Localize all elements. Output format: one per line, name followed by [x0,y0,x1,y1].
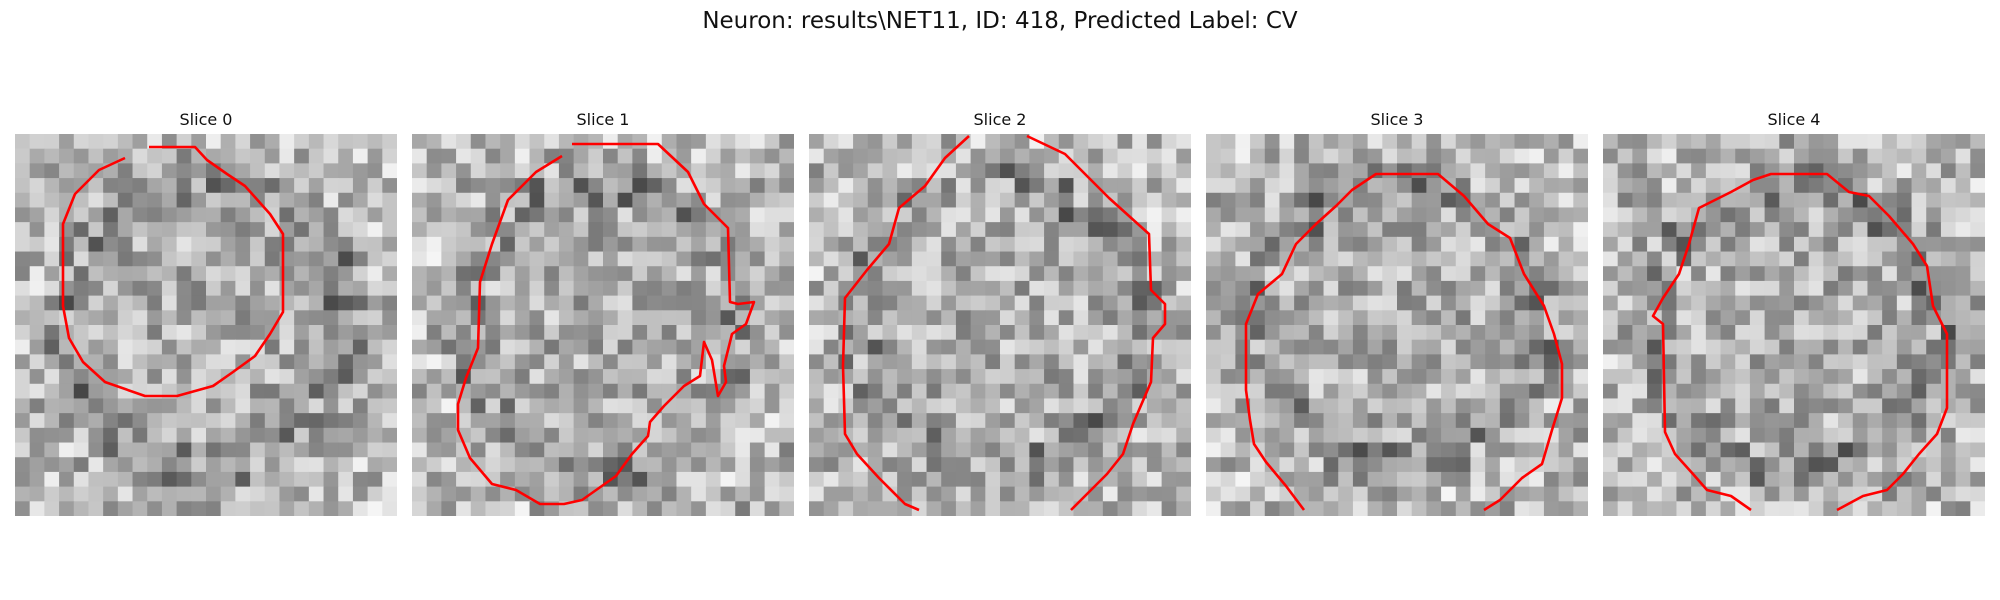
slice-panel-2: Slice 2 [809,110,1191,516]
contour-line-1 [456,142,756,506]
slice-title-1: Slice 1 [576,110,630,129]
contour-line-2b [1026,134,1167,511]
figure-title: Neuron: results\NET11, ID: 418, Predicte… [702,8,1298,34]
slice-title-0: Slice 0 [179,110,233,129]
slice-image-1 [412,134,794,516]
contour-line-4 [1651,172,1949,512]
slice-title-4: Slice 4 [1767,110,1821,129]
contour-line-2 [841,135,970,512]
slice-panel-0: Slice 0 [15,110,397,516]
slice-title-3: Slice 3 [1370,110,1424,129]
contour-line-3 [1244,172,1564,512]
slice-title-2: Slice 2 [973,110,1027,129]
slice-panel-1: Slice 1 [412,110,794,516]
slice-panel-4: Slice 4 [1603,110,1985,516]
slice-image-3 [1206,134,1588,516]
slice-image-2 [809,134,1191,516]
slice-image-4 [1603,134,1985,516]
slice-image-0 [15,134,397,516]
slice-panel-3: Slice 3 [1206,110,1588,516]
contour-line-0 [61,145,285,398]
